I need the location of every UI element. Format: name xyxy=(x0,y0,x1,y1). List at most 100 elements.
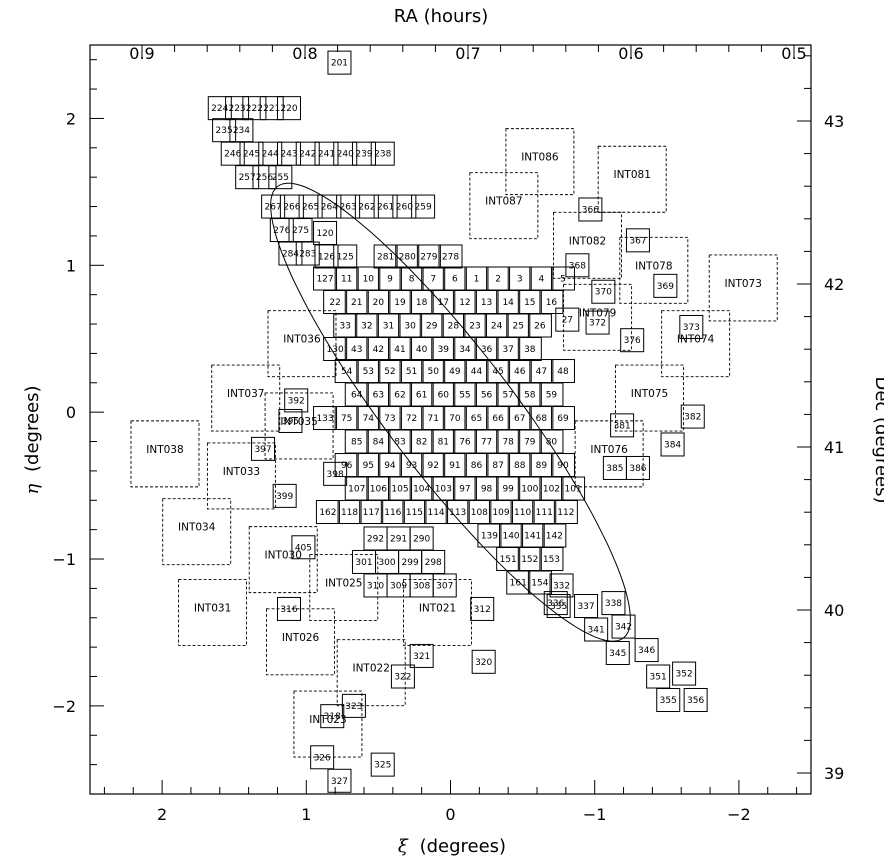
field-label: 291 xyxy=(390,534,407,544)
bottom-axis-label: ξ (degrees) xyxy=(398,836,506,857)
field-label: 88 xyxy=(514,461,526,471)
field-label: 201 xyxy=(331,59,348,69)
field-label: 2 xyxy=(495,275,501,285)
field-box xyxy=(506,570,531,595)
field-label: 376 xyxy=(624,336,641,346)
left-tick-label: 1 xyxy=(66,256,76,275)
field-box xyxy=(251,436,276,461)
field-label: 89 xyxy=(536,461,548,471)
field-label: 116 xyxy=(384,508,401,518)
field-label: 19 xyxy=(394,298,406,308)
field-label: 276 xyxy=(273,226,290,236)
int-field-box xyxy=(403,579,472,646)
right-tick-label: 43 xyxy=(824,112,844,131)
int-field-box xyxy=(563,283,633,351)
field-box xyxy=(276,96,301,121)
field-label: 222 xyxy=(246,104,263,114)
int-field-label: INT031 xyxy=(194,602,231,614)
field-label: 238 xyxy=(374,150,391,160)
field-label: 355 xyxy=(660,696,677,706)
field-label: 310 xyxy=(367,581,384,591)
left-tick-label: −1 xyxy=(52,550,76,569)
int-field-label: INT076 xyxy=(590,444,628,456)
field-box xyxy=(409,643,434,668)
field-box xyxy=(416,244,441,269)
field-label: 325 xyxy=(374,761,391,771)
field-label: 99 xyxy=(502,485,514,495)
field-box xyxy=(527,570,552,595)
field-label: 133 xyxy=(316,414,333,424)
field-label: 351 xyxy=(650,673,667,683)
field-label: 106 xyxy=(370,485,387,495)
field-label: 110 xyxy=(514,508,531,518)
field-label: 51 xyxy=(406,367,417,377)
right-tick-label: 42 xyxy=(824,275,844,294)
int-field-box xyxy=(266,608,335,676)
field-label: 307 xyxy=(436,581,453,591)
field-box xyxy=(656,688,681,713)
field-label: 3 xyxy=(517,275,523,285)
int-field-label: INT081 xyxy=(613,169,650,181)
field-box xyxy=(373,244,398,269)
field-label: 299 xyxy=(402,558,419,568)
field-box xyxy=(220,141,245,166)
field-box xyxy=(402,500,427,525)
int-field-label: INT036 xyxy=(283,334,321,346)
field-box xyxy=(611,614,636,639)
field-label: 264 xyxy=(321,203,338,213)
field-label: 44 xyxy=(471,367,483,377)
field-box xyxy=(549,573,574,598)
field-label: 94 xyxy=(384,461,396,471)
field-box xyxy=(259,96,284,121)
field-box xyxy=(207,96,232,121)
field-label: 57 xyxy=(502,391,513,401)
bottom-tick-label: 0 xyxy=(445,805,455,824)
field-box xyxy=(291,535,316,560)
field-box xyxy=(268,165,293,190)
survey-field-boxes xyxy=(207,50,708,793)
int-field-box xyxy=(597,145,667,213)
field-box xyxy=(295,241,320,266)
field-label: 4 xyxy=(538,275,544,285)
field-label: 290 xyxy=(413,534,430,544)
field-label: 69 xyxy=(557,414,569,424)
field-label: 10 xyxy=(363,275,375,285)
int-field-label: INT037 xyxy=(227,388,264,400)
field-label: 93 xyxy=(406,461,417,471)
int-field-label: INT073 xyxy=(725,278,762,290)
field-label: 105 xyxy=(391,485,408,495)
field-label: 48 xyxy=(557,367,569,377)
field-label: 70 xyxy=(449,414,461,424)
field-box xyxy=(578,197,603,222)
field-label: 261 xyxy=(377,203,394,213)
field-label: 95 xyxy=(363,461,374,471)
field-label: 161 xyxy=(510,579,527,589)
field-label: 41 xyxy=(394,345,405,355)
field-box xyxy=(679,314,704,339)
field-label: 263 xyxy=(340,203,357,213)
field-label: 141 xyxy=(524,532,541,542)
field-label: 154 xyxy=(531,579,548,589)
int-field-box xyxy=(267,310,337,378)
int-field-label: INT022 xyxy=(352,663,389,675)
field-label: 338 xyxy=(605,599,622,609)
field-box xyxy=(543,591,568,616)
field-label: 140 xyxy=(502,532,519,542)
int-field-box xyxy=(211,364,281,432)
field-label: 244 xyxy=(262,150,279,160)
field-box xyxy=(471,649,496,674)
right-tick-label: 40 xyxy=(824,601,844,620)
field-label: 152 xyxy=(521,555,538,565)
field-label: 399 xyxy=(276,492,293,502)
field-box xyxy=(327,768,352,793)
field-label: 40 xyxy=(416,345,428,355)
int-field-label: INT075 xyxy=(631,388,668,400)
int-field-box xyxy=(130,420,200,488)
top-tick-label: 0.6 xyxy=(618,44,643,63)
field-box xyxy=(327,50,352,75)
field-label: 220 xyxy=(280,104,297,114)
int-field-label: INT079 xyxy=(579,307,616,319)
field-label: 318 xyxy=(324,712,341,722)
